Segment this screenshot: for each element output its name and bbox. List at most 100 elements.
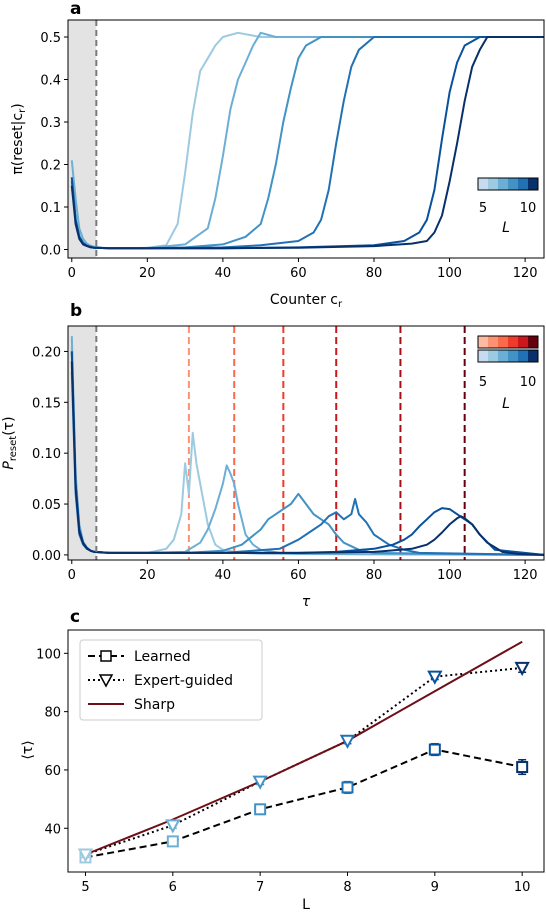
a-x-axis-label: Counter cr (270, 292, 343, 310)
c-x-tick-label: 7 (256, 880, 264, 895)
b-series-L10 (70, 361, 545, 556)
a-colorbar-swatch (498, 178, 509, 190)
b-y-ticks: 0.00 0.05 0.10 0.15 0.20 (32, 345, 68, 564)
b-axes-frame (67, 325, 545, 561)
b-y-tick-label: 0.15 (32, 396, 61, 411)
c-x-tick-label: 6 (169, 880, 177, 895)
a-colorbar-label: L (502, 220, 510, 236)
c-line-expert-guided (85, 666, 523, 856)
a-series-L7 (70, 36, 544, 250)
b-series-group (70, 336, 545, 556)
b-colorbar-bottom-swatch (498, 350, 509, 362)
a-y-tick-label: 0.4 (40, 74, 61, 89)
a-colorbar-swatch (518, 178, 529, 190)
c-x-tick-label: 10 (514, 880, 531, 895)
c-y-tick-label: 100 (36, 647, 61, 662)
a-y-tick-label: 0.0 (40, 244, 61, 259)
c-axes-frame (67, 629, 545, 873)
c-x-tick-label: 8 (343, 880, 351, 895)
c-y-tick-label: 60 (44, 764, 61, 779)
b-colorbar-bottom-outline (477, 349, 539, 363)
c-line-sharp (85, 640, 523, 856)
c-y-axis-label: ⟨τ⟩ (20, 740, 36, 759)
c-x-tick-label: 5 (81, 880, 89, 895)
b-colorbar-top-swatch (488, 336, 499, 348)
c-legend-expert-marker (98, 674, 114, 688)
b-colorbar-top-outline (477, 335, 539, 349)
c-legend-learned-label: Learned (134, 649, 191, 665)
b-colorbar-top-swatch (478, 336, 489, 348)
a-x-tick-label: 40 (215, 266, 232, 281)
c-x-ticks: 5 6 7 8 9 10 (81, 872, 530, 895)
a-y-tick-label: 0.1 (40, 201, 61, 216)
a-shade-rect (68, 20, 97, 258)
panel-b: 0 20 40 60 80 100 120 0.00 0.05 0.10 0.15 0.20 τ P… (1, 325, 545, 610)
b-colorbar-top-swatch (518, 336, 529, 348)
c-y-tick-label: 80 (44, 706, 61, 721)
a-shaded-region (68, 20, 97, 258)
c-marker-expert-guided (77, 848, 94, 863)
c-marker-learned (341, 781, 354, 794)
b-y-tick-label: 0.10 (32, 447, 61, 462)
a-x-tick-label: 20 (139, 266, 156, 281)
b-x-tick-label: 120 (513, 568, 538, 583)
b-colorbar (477, 335, 539, 363)
b-colorbar-tick-5: 5 (479, 375, 487, 390)
c-marker-expert-guided (427, 670, 443, 685)
b-series-L7 (70, 371, 545, 556)
b-colorbar-bottom-swatch (528, 350, 539, 362)
c-marker-learned (516, 761, 529, 774)
a-colorbar-outline (477, 177, 539, 191)
c-x-axis-label: L (302, 897, 310, 912)
c-marker-expert-guided (514, 661, 530, 676)
c-marker-expert-guided (165, 819, 181, 834)
b-reference-lines (187, 326, 466, 560)
a-y-tick-label: 0.2 (40, 159, 61, 174)
a-series-L10 (70, 36, 544, 250)
c-legend-sharp-label: Sharp (134, 697, 175, 713)
b-colorbar-top-swatch (498, 336, 509, 348)
b-colorbar-bottom-swatch (518, 350, 529, 362)
c-line-learned (85, 748, 523, 859)
a-series-L8 (70, 36, 544, 250)
a-x-tick-label: 120 (513, 266, 538, 281)
c-legend-learned-marker (100, 650, 112, 662)
a-colorbar (477, 177, 539, 191)
c-x-tick-label: 9 (431, 880, 439, 895)
b-colorbar-top-swatch (508, 336, 519, 348)
b-x-axis-label: τ (302, 594, 311, 610)
b-x-tick-label: 60 (290, 568, 307, 583)
c-marker-learned (254, 803, 267, 816)
panel-a: 0 20 40 60 80 100 120 0.0 0.1 0.2 0.3 0.4 0.5 Count… (10, 19, 545, 310)
b-colorbar-bottom-swatch (478, 350, 489, 362)
b-colorbar-tick-10: 10 (520, 375, 537, 390)
c-legend-box (79, 639, 263, 721)
a-colorbar-tick-5: 5 (479, 201, 487, 216)
a-x-tick-label: 100 (437, 266, 462, 281)
c-marker-expert-guided (339, 734, 356, 749)
panel-a-label: a (70, 0, 81, 19)
b-y-tick-label: 0.05 (32, 498, 61, 513)
b-colorbar-bottom-swatch (508, 350, 519, 362)
a-y-axis-label: π(reset|cr) (10, 103, 28, 174)
a-colorbar-swatch (478, 178, 489, 190)
a-x-ticks: 0 20 40 60 80 100 120 (68, 258, 538, 281)
a-series-L9 (70, 36, 544, 250)
panel-c: 5 6 7 8 9 10 40 60 80 100 L ⟨τ⟩ Learned Expert-g… (20, 629, 545, 912)
c-marker-expert-guided (252, 775, 268, 790)
a-y-tick-label: 0.5 (40, 31, 61, 46)
panel-b-label: b (70, 301, 82, 321)
b-series-L5 (70, 346, 545, 556)
b-x-tick-label: 40 (215, 568, 232, 583)
a-x-tick-label: 0 (68, 266, 76, 281)
panel-c-label: c (70, 607, 80, 627)
b-colorbar-bottom-swatch (488, 350, 499, 362)
a-colorbar-swatch (488, 178, 499, 190)
c-marker-learned (428, 743, 441, 756)
b-y-tick-label: 0.20 (32, 345, 61, 360)
a-colorbar-tick-10: 10 (520, 201, 537, 216)
a-axes-frame (67, 19, 545, 259)
b-x-tick-label: 80 (366, 568, 383, 583)
a-x-tick-label: 80 (366, 266, 383, 281)
